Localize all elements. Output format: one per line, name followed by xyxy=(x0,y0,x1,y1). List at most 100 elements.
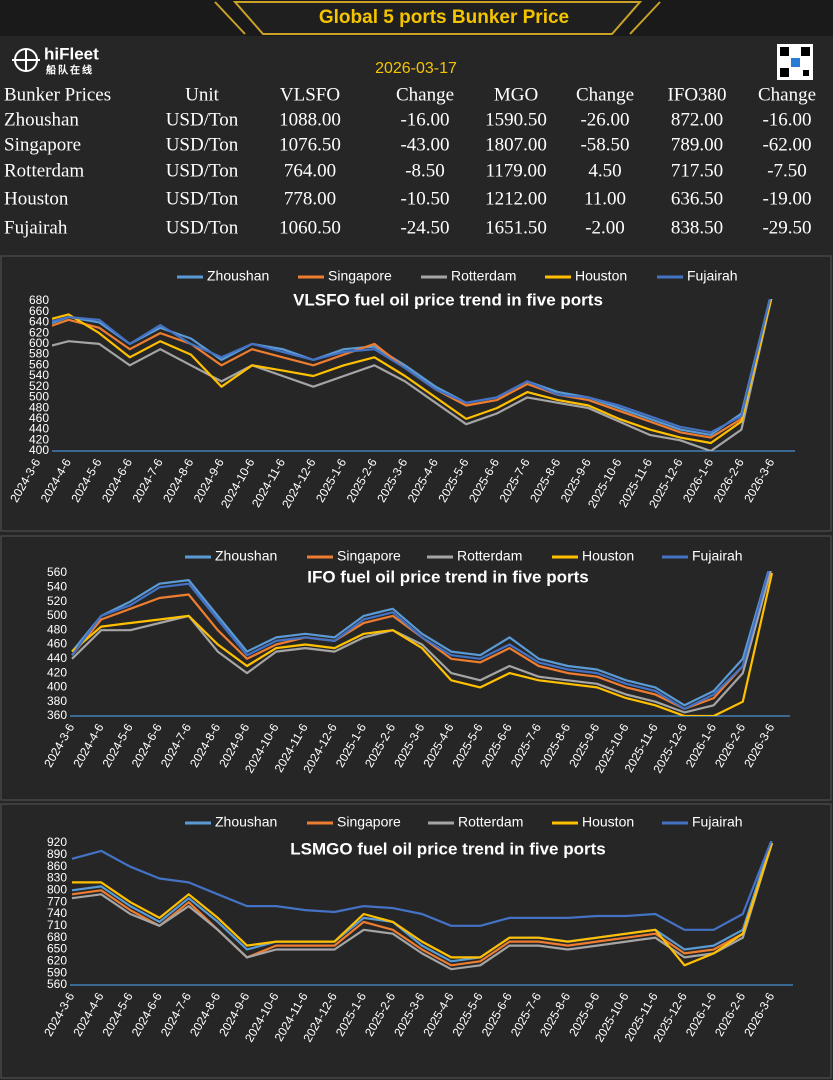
table-cell: -10.50 xyxy=(400,188,449,209)
table-cell: 636.50 xyxy=(671,188,723,209)
y-tick-label: 770 xyxy=(47,894,67,908)
y-tick-label: 920 xyxy=(47,835,67,849)
header-title: Global 5 ports Bunker Price xyxy=(319,7,569,28)
series-line xyxy=(71,571,770,710)
legend-label: Rotterdam xyxy=(458,814,523,830)
y-tick-label: 680 xyxy=(47,930,67,944)
chart-title: VLSFO fuel oil price trend in five ports xyxy=(293,290,603,309)
y-tick-label: 680 xyxy=(29,293,49,307)
y-tick-label: 560 xyxy=(29,357,49,371)
table-cell: 1651.50 xyxy=(485,217,547,238)
y-tick-label: 500 xyxy=(47,608,67,622)
table-cell: USD/Ton xyxy=(166,217,239,238)
y-tick-label: 480 xyxy=(29,400,49,414)
panel xyxy=(0,255,832,532)
table-cell: 872.00 xyxy=(671,109,723,130)
y-tick-label: 590 xyxy=(47,965,67,979)
y-tick-label: 830 xyxy=(47,871,67,885)
y-tick-label: 460 xyxy=(29,411,49,425)
series-line xyxy=(52,299,771,436)
table-cell: -43.00 xyxy=(400,134,449,155)
table-cell: 1590.50 xyxy=(485,109,547,130)
table-cell: USD/Ton xyxy=(166,109,239,130)
qr-block xyxy=(780,47,789,56)
y-tick-label: 620 xyxy=(47,954,67,968)
table-cell: -2.00 xyxy=(585,217,625,238)
header-frame xyxy=(232,1,643,35)
y-tick-label: 860 xyxy=(47,859,67,873)
logo: hiFleet 船队在线 xyxy=(12,44,99,77)
table-cell: -58.50 xyxy=(580,134,629,155)
header-ornament xyxy=(629,1,661,35)
y-tick-label: 420 xyxy=(47,665,67,679)
column-header: VLSFO xyxy=(280,84,340,105)
panel xyxy=(0,803,832,1079)
y-tick-label: 540 xyxy=(47,579,67,593)
y-tick-label: 740 xyxy=(47,906,67,920)
table-cell: 838.50 xyxy=(671,217,723,238)
table-cell: 1807.00 xyxy=(485,134,547,155)
table-cell: -19.00 xyxy=(762,188,811,209)
legend-label: Rotterdam xyxy=(451,268,516,284)
qr-block xyxy=(780,68,789,77)
y-tick-label: 800 xyxy=(47,883,67,897)
qr-block xyxy=(791,58,800,67)
row-header: Rotterdam xyxy=(4,160,84,181)
column-header: Change xyxy=(758,84,816,105)
y-tick-label: 400 xyxy=(47,680,67,694)
table-cell: -16.00 xyxy=(400,109,449,130)
legend-label: Fujairah xyxy=(692,814,743,830)
y-tick-label: 500 xyxy=(29,390,49,404)
column-header: Bunker Prices xyxy=(4,84,111,105)
chart-title: LSMGO fuel oil price trend in five ports xyxy=(290,839,605,858)
series-line xyxy=(71,841,773,931)
qr-block xyxy=(803,70,809,76)
table-cell: 1060.50 xyxy=(279,217,341,238)
y-tick-label: 640 xyxy=(29,315,49,329)
qr-code xyxy=(777,44,813,80)
table-cell: -16.00 xyxy=(762,109,811,130)
column-header: Change xyxy=(576,84,634,105)
legend-label: Rotterdam xyxy=(457,548,522,564)
y-tick-label: 560 xyxy=(47,977,67,991)
legend-label: Singapore xyxy=(337,814,401,830)
y-tick-label: 360 xyxy=(47,708,67,722)
row-header: Zhoushan xyxy=(4,109,79,130)
column-header: MGO xyxy=(494,84,538,105)
table-cell: -26.00 xyxy=(580,109,629,130)
qr-block xyxy=(801,47,810,56)
y-tick-label: 600 xyxy=(29,336,49,350)
y-tick-label: 620 xyxy=(29,325,49,339)
chart-title: IFO fuel oil price trend in five ports xyxy=(307,567,588,586)
y-tick-label: 660 xyxy=(29,304,49,318)
y-tick-label: 520 xyxy=(29,379,49,393)
legend-label: Singapore xyxy=(328,268,392,284)
table-cell: 11.00 xyxy=(584,188,626,209)
header-ornament xyxy=(214,1,246,35)
plot-area xyxy=(71,571,774,716)
legend-label: Fujairah xyxy=(687,268,738,284)
table-cell: USD/Ton xyxy=(166,134,239,155)
table-cell: USD/Ton xyxy=(166,188,239,209)
legend-label: Zhoushan xyxy=(207,268,269,284)
panel xyxy=(0,535,832,801)
series-line xyxy=(71,842,774,971)
column-header: Unit xyxy=(185,84,220,105)
y-tick-label: 480 xyxy=(47,622,67,636)
series-line xyxy=(52,299,772,434)
legend-label: Zhoushan xyxy=(215,814,277,830)
legend-label: Houston xyxy=(582,548,634,564)
y-tick-label: 440 xyxy=(47,651,67,665)
plot-area xyxy=(52,299,773,451)
y-tick-label: 460 xyxy=(47,637,67,651)
series-line xyxy=(52,299,773,445)
column-header: IFO380 xyxy=(667,84,726,105)
y-tick-label: 440 xyxy=(29,422,49,436)
legend-label: Houston xyxy=(575,268,627,284)
row-header: Singapore xyxy=(4,134,81,155)
legend-label: Houston xyxy=(582,814,634,830)
table-cell: -24.50 xyxy=(400,217,449,238)
y-tick-label: 380 xyxy=(47,694,67,708)
y-tick-label: 520 xyxy=(47,594,67,608)
